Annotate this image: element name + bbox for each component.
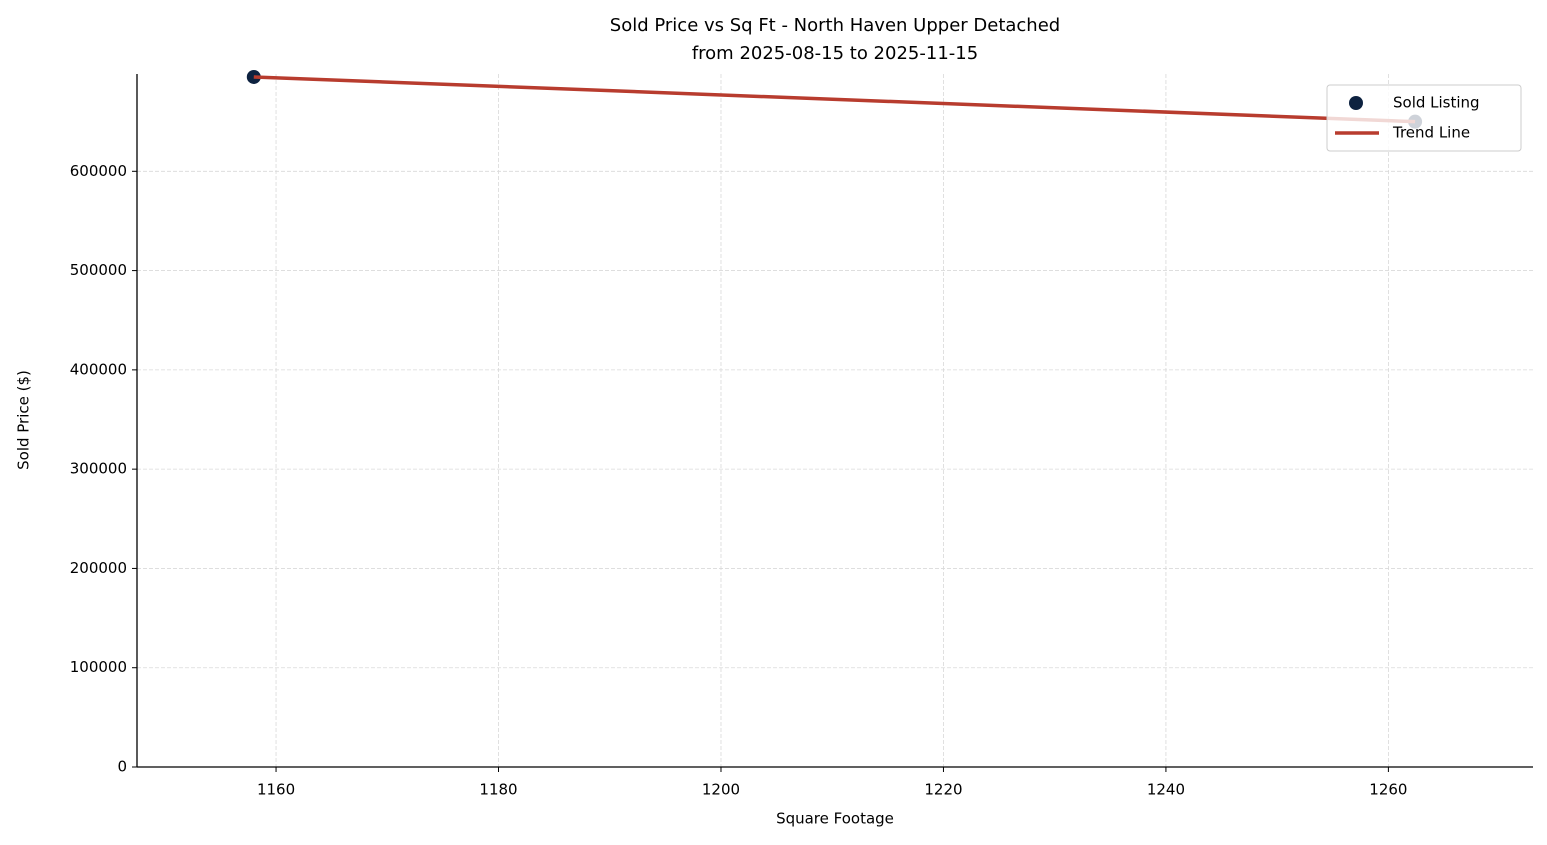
legend-swatch: [1349, 96, 1363, 110]
legend-label: Sold Listing: [1393, 94, 1480, 112]
y-tick-label: 0: [117, 758, 127, 776]
trend-line: [253, 75, 1416, 124]
y-tick-label: 300000: [70, 460, 127, 478]
y-axis-label: Sold Price ($): [15, 370, 33, 470]
x-tick-label: 1260: [1369, 781, 1407, 799]
chart-subtitle: from 2025-08-15 to 2025-11-15: [692, 43, 978, 64]
y-tick-label: 100000: [70, 658, 127, 676]
y-tick-label: 600000: [70, 162, 127, 180]
x-tick-label: 1240: [1147, 781, 1185, 799]
x-axis-label: Square Footage: [776, 810, 894, 828]
x-tick-label: 1160: [257, 781, 295, 799]
x-tick-label: 1200: [702, 781, 740, 799]
x-tick-label: 1220: [924, 781, 962, 799]
x-tick-label: 1180: [479, 781, 517, 799]
y-tick-label: 500000: [70, 261, 127, 279]
chart-title: Sold Price vs Sq Ft - North Haven Upper …: [610, 15, 1060, 36]
y-tick-label: 200000: [70, 559, 127, 577]
legend-label: Trend Line: [1392, 124, 1470, 142]
y-tick-label: 400000: [70, 360, 127, 378]
